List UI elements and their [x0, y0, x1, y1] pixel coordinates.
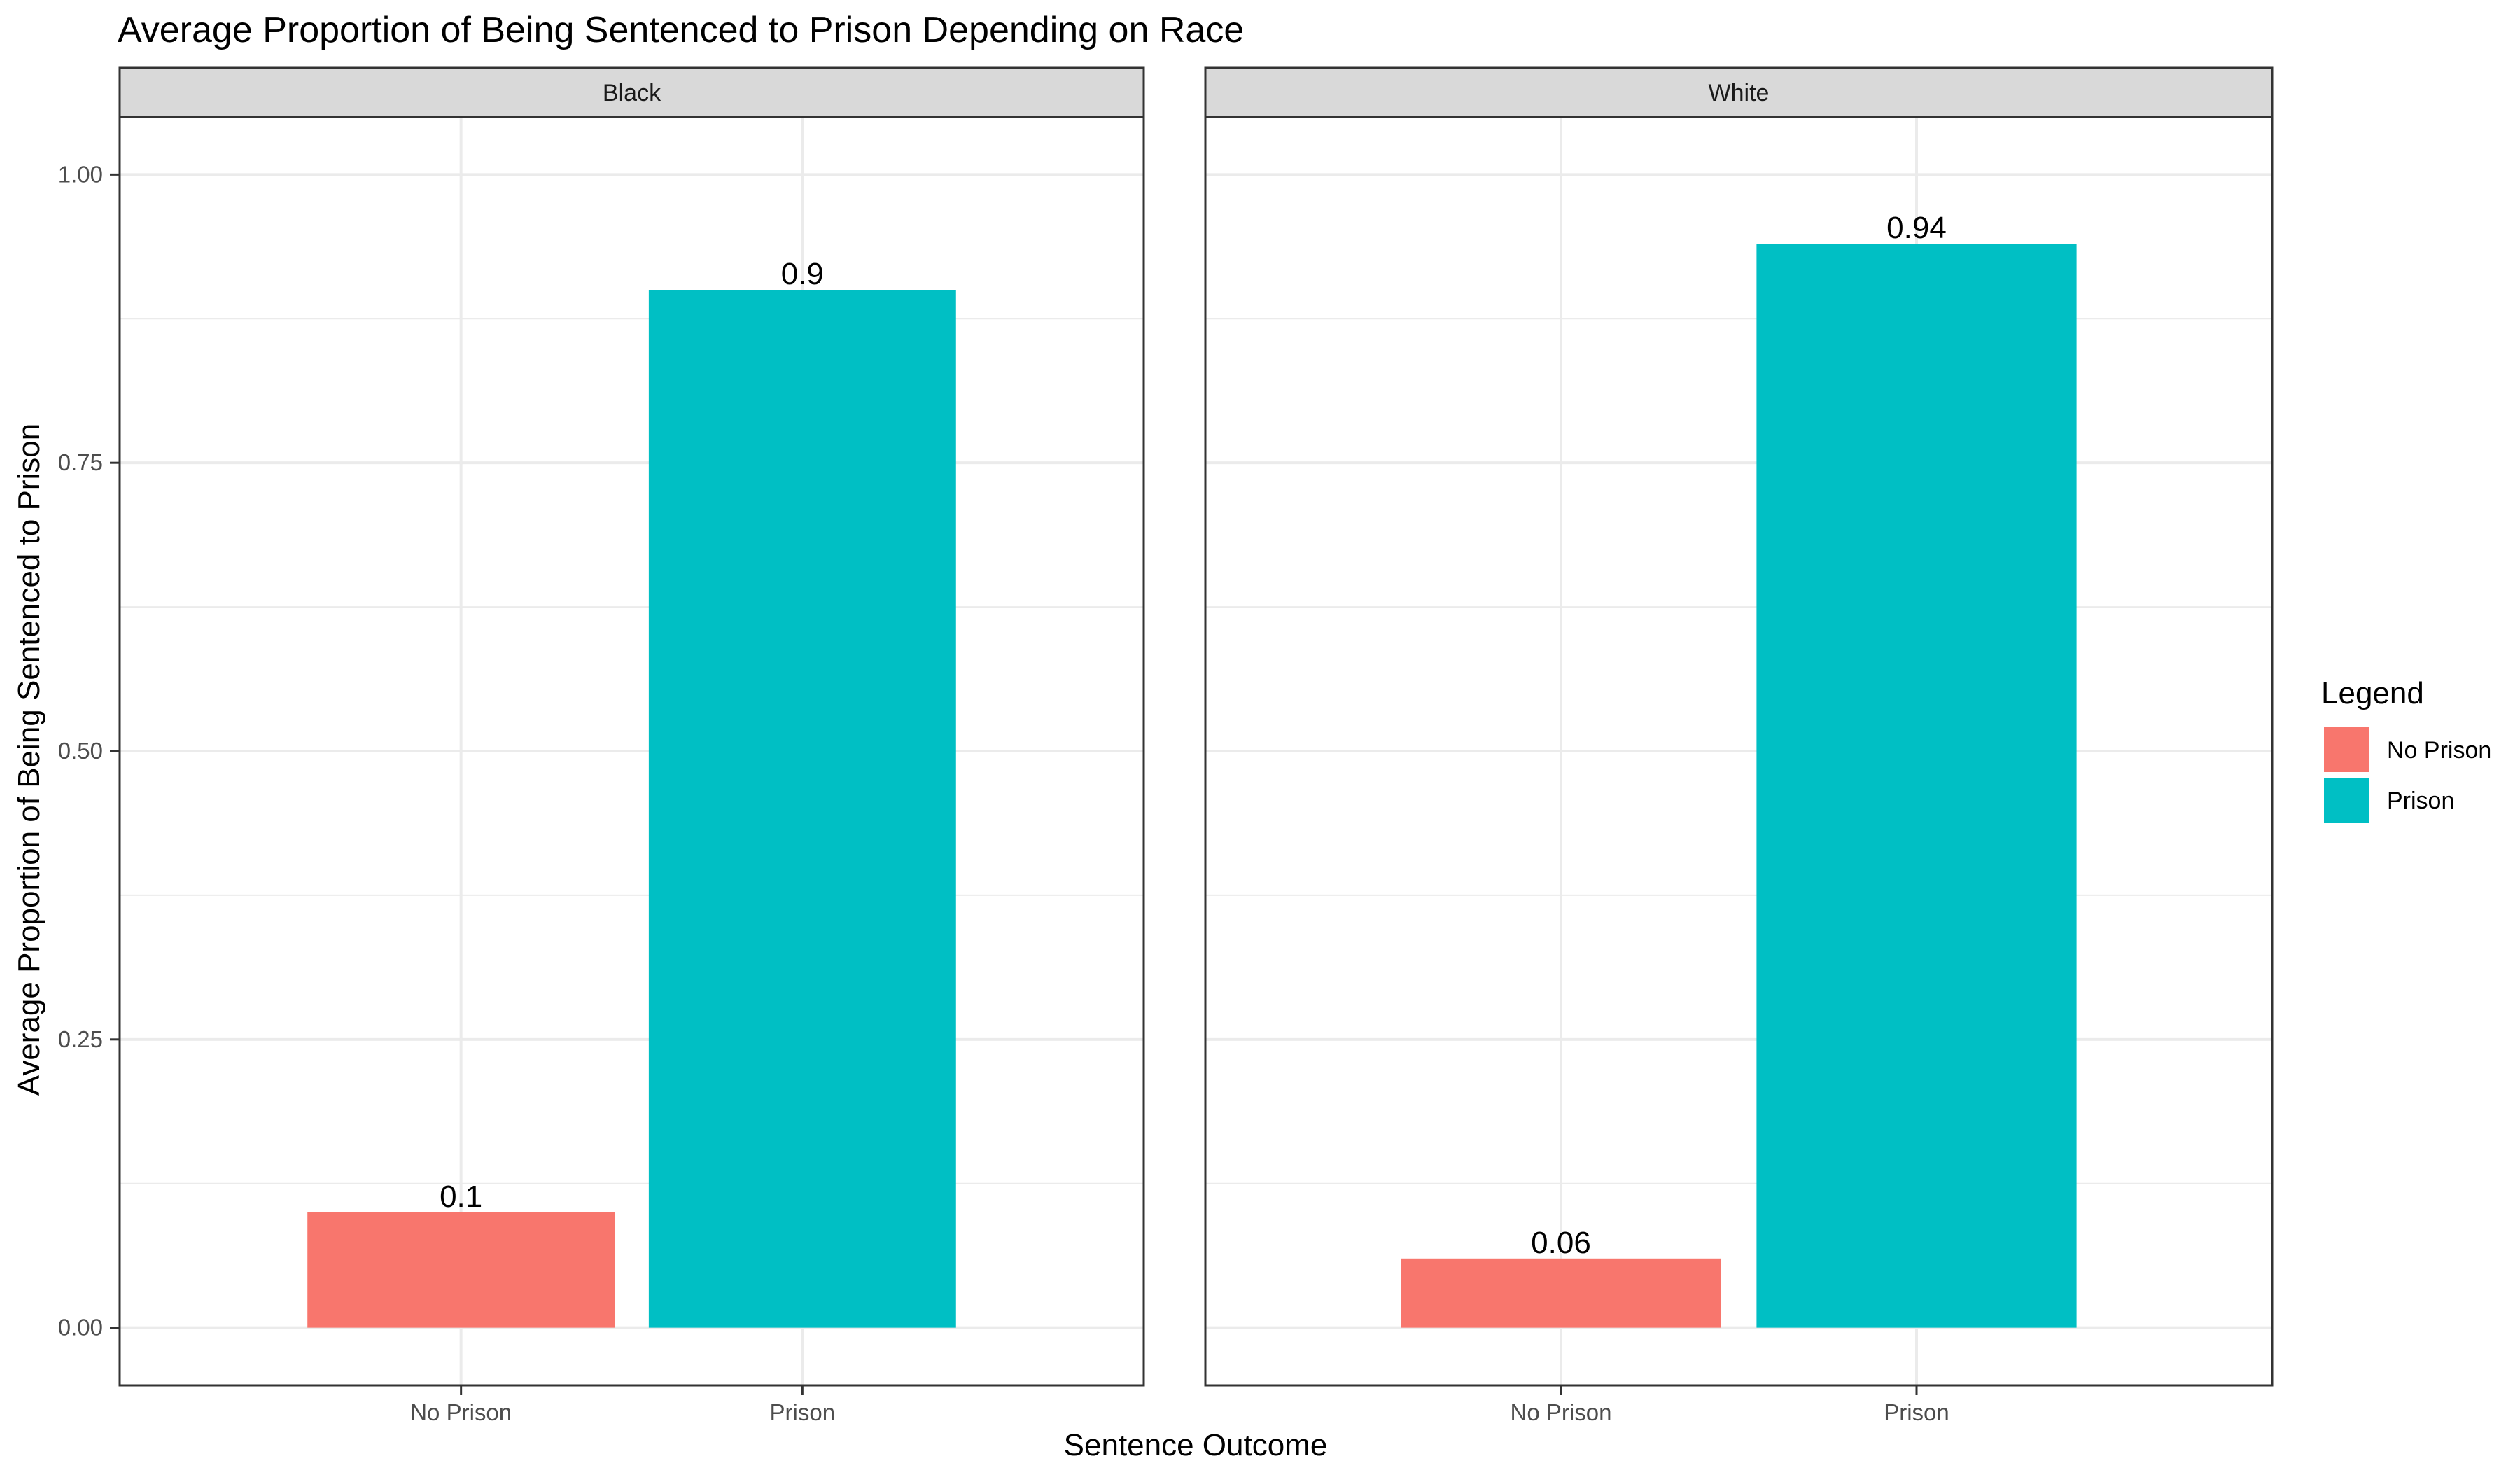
facet-strip [1204, 66, 2274, 118]
x-axis-title: Sentence Outcome [1064, 1428, 1328, 1462]
legend-label: No Prison [2387, 737, 2491, 764]
y-tick-label: 0.75 [58, 449, 103, 475]
legend-title: Legend [2321, 676, 2424, 710]
bar-black-prison [648, 290, 956, 1328]
y-tick-label: 1.00 [58, 161, 103, 187]
bar-black-no-prison [307, 1212, 615, 1328]
legend-swatch [2324, 778, 2369, 822]
bar-value-label: 0.9 [781, 257, 824, 291]
bar-white-prison [1756, 244, 2077, 1328]
legend-label: Prison [2387, 788, 2454, 814]
bar-value-label: 0.94 [1886, 211, 1947, 245]
y-axis: 0.00 0.25 0.50 0.75 1.00 [58, 161, 120, 1340]
y-tick-label: 0.50 [58, 738, 103, 764]
facet-panel-black: 0.1 0.9 Black No Prison Prison [118, 66, 1145, 1425]
bar-value-label: 0.1 [440, 1180, 482, 1214]
facet-panel-white: 0.06 0.94 White No Prison Prison [1204, 66, 2274, 1425]
bar-value-label: 0.06 [1531, 1226, 1591, 1260]
y-axis-title: Average Proportion of Being Sentenced to… [12, 424, 46, 1096]
x-tick-label: No Prison [1511, 1399, 1612, 1425]
x-tick-label: No Prison [410, 1399, 512, 1425]
facet-panels: 0.1 0.9 Black No Prison Prison 0.06 0.94 White N… [118, 66, 2274, 1425]
chart-title: Average Proportion of Being Sentenced to… [118, 10, 1244, 50]
x-tick-label: Prison [1884, 1399, 1949, 1425]
legend: Legend No Prison Prison [2321, 676, 2491, 825]
facet-strip-label: White [1709, 80, 1770, 106]
facet-strip [118, 66, 1145, 118]
x-tick-label: Prison [770, 1399, 836, 1425]
y-tick-label: 0.25 [58, 1026, 103, 1052]
legend-swatch [2324, 727, 2369, 772]
facet-strip-label: Black [603, 80, 662, 106]
y-tick-label: 0.00 [58, 1315, 103, 1340]
bar-white-no-prison [1401, 1258, 1721, 1328]
